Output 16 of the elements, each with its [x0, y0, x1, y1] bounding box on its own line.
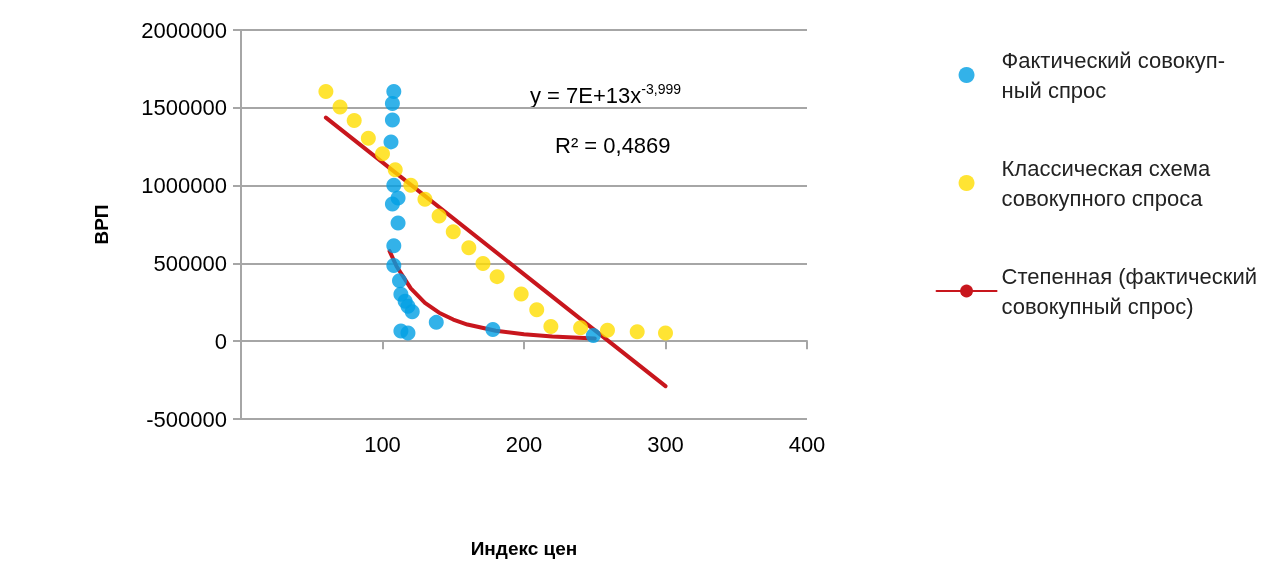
legend-label: Фактический совокуп- ный спрос: [1001, 47, 1226, 103]
x-axis-title: Индекс цен: [470, 538, 578, 559]
x-tick-label: 400: [788, 431, 826, 457]
y-tick-label: 2000000: [141, 17, 227, 43]
y-tick-label: 1000000: [141, 173, 227, 199]
x-tick-label: 100: [364, 431, 401, 457]
y-tick-label: 500000: [153, 250, 227, 276]
annotation: R² = 0,4869: [555, 132, 671, 158]
x-tick-label: 300: [647, 431, 684, 457]
legend-label: Степенная (фактический совокупный спрос): [1001, 263, 1258, 319]
y-tick-label: -500000: [146, 406, 227, 432]
y-axis-title: ВРП: [91, 204, 112, 245]
x-tick-label: 200: [505, 431, 543, 457]
legend-label: Классическая схема совокупного спроса: [1001, 155, 1211, 211]
y-tick-label: 1500000: [141, 95, 227, 121]
y-tick-label: 0: [214, 328, 227, 354]
